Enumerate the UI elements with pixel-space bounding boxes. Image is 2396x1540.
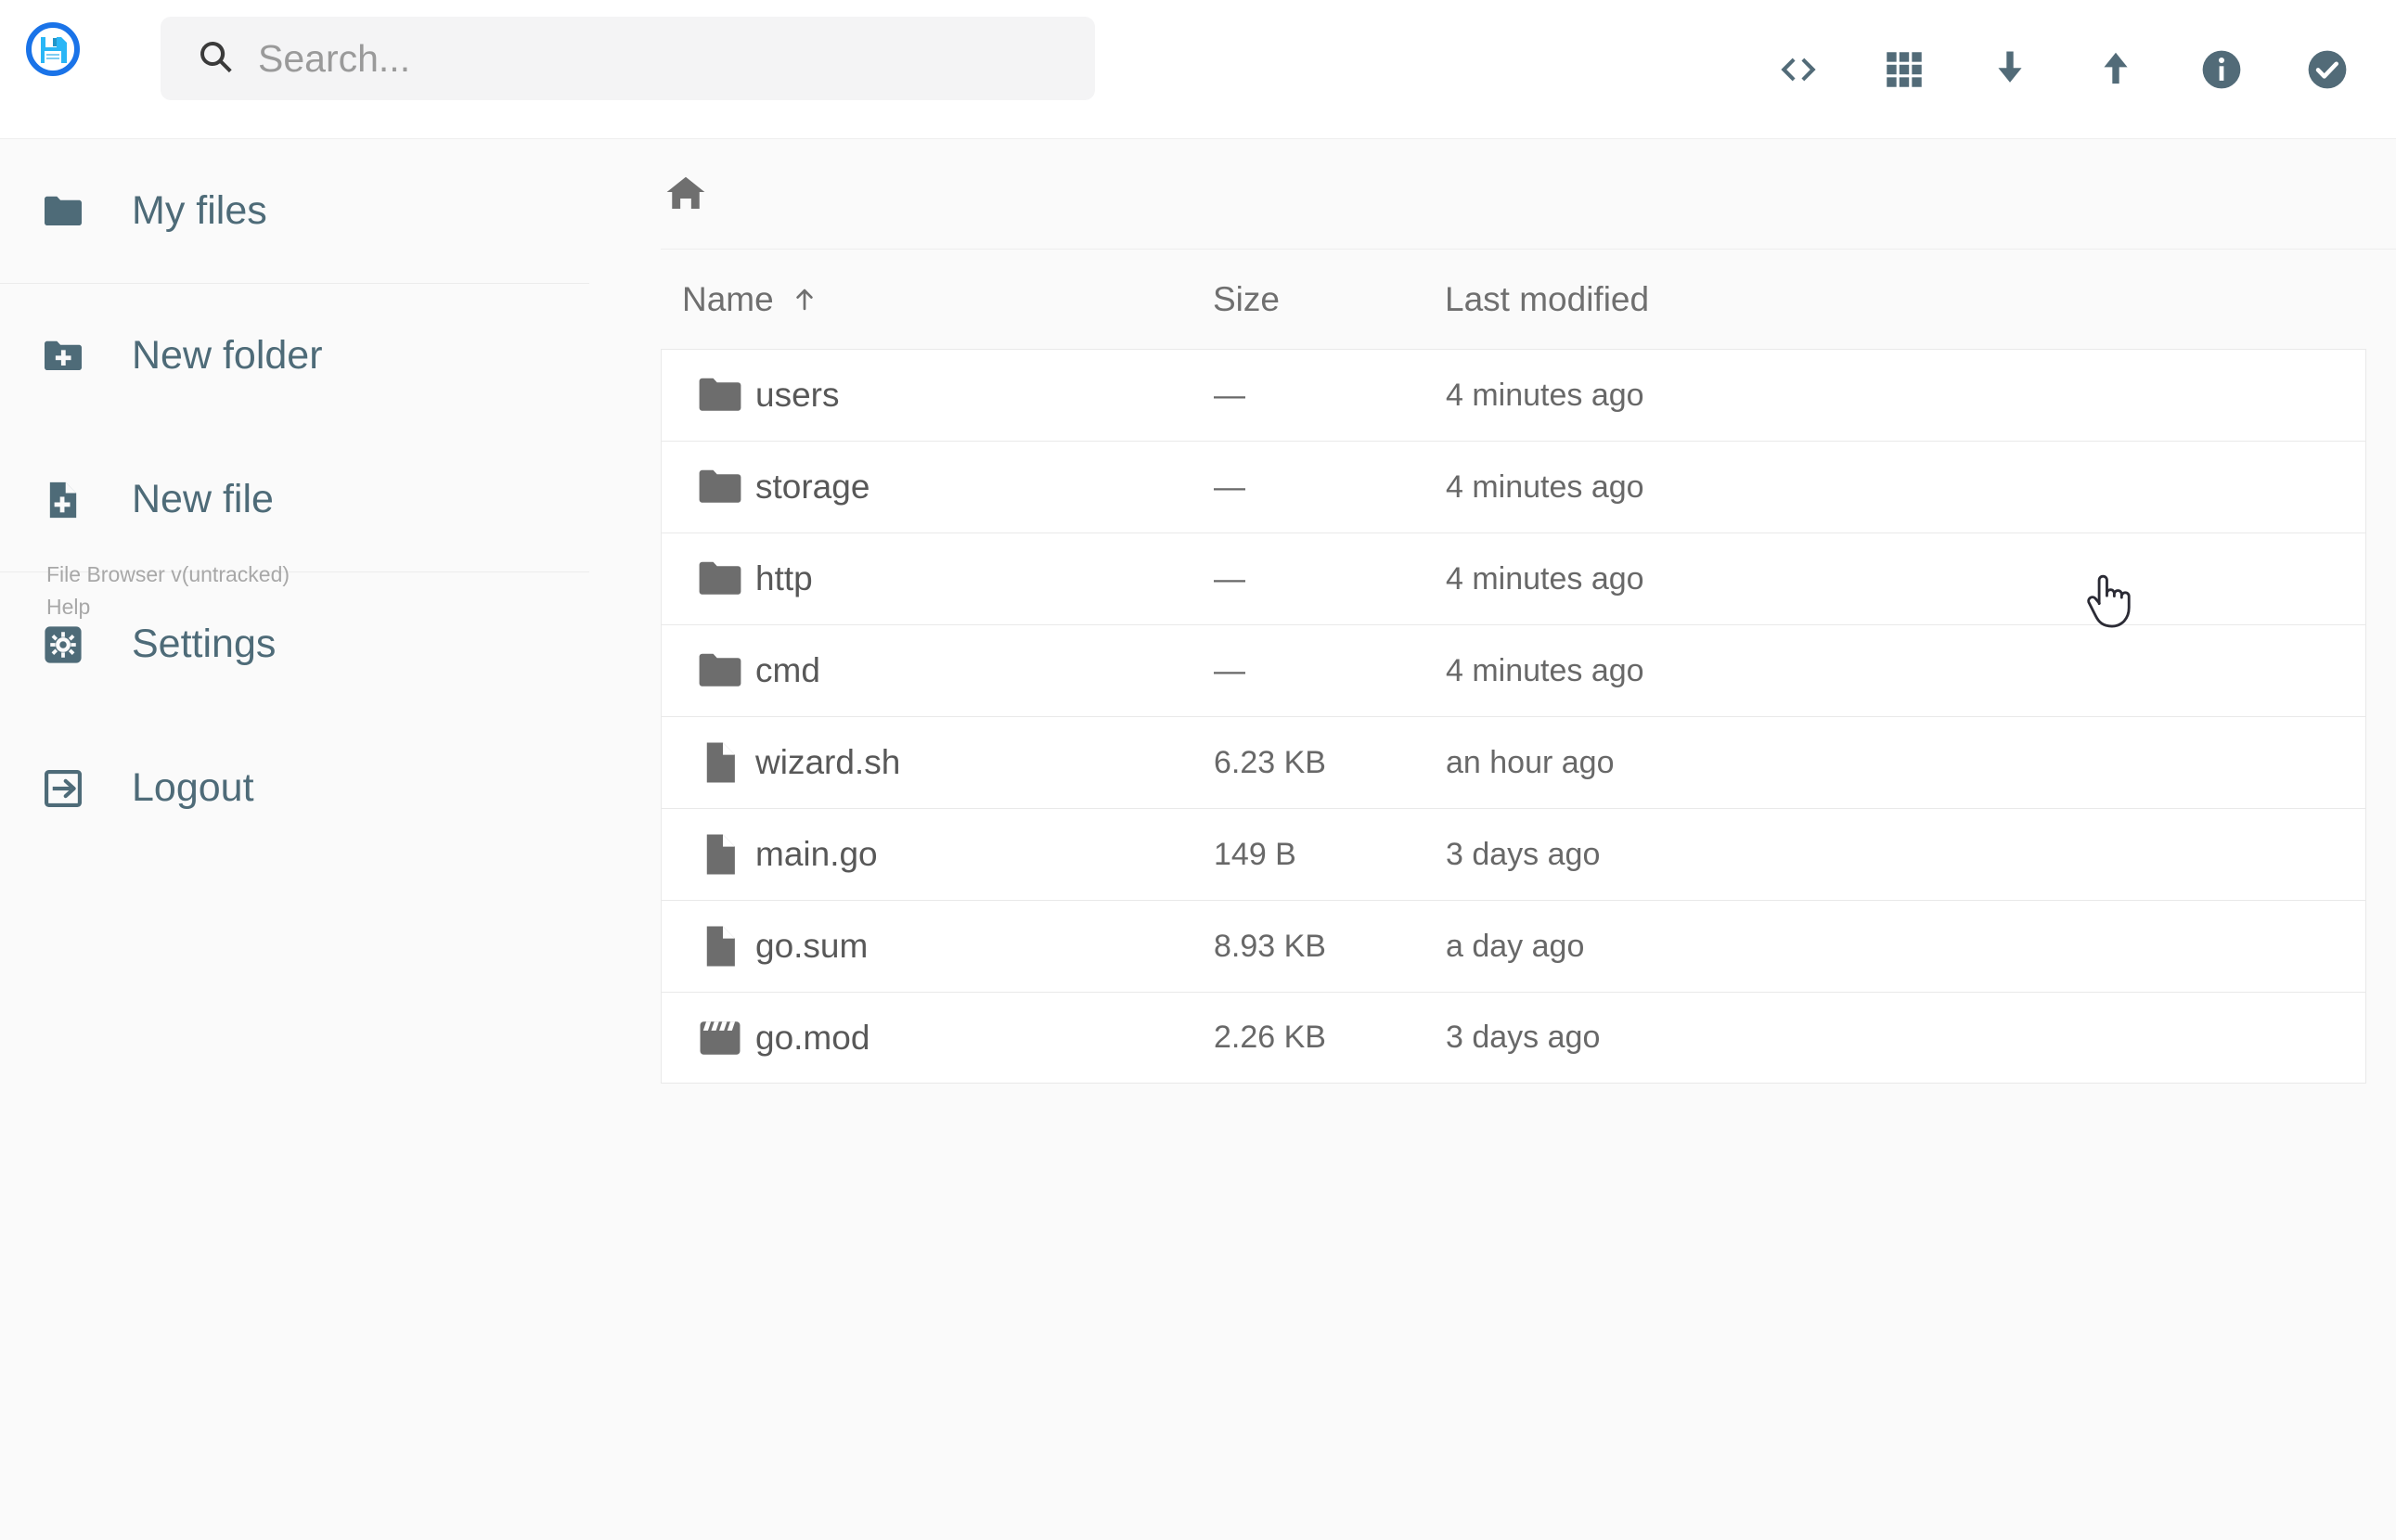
header-actions bbox=[1774, 0, 2351, 139]
movie-icon bbox=[694, 1012, 746, 1064]
sidebar-item-label: Settings bbox=[132, 622, 277, 666]
folder-icon bbox=[694, 369, 746, 421]
file-size: 8.93 KB bbox=[1214, 928, 1326, 964]
sidebar-item-label: New folder bbox=[132, 333, 323, 378]
sidebar-item-settings[interactable]: Settings bbox=[0, 572, 661, 716]
sidebar-divider bbox=[0, 283, 589, 284]
column-header-modified[interactable]: Last modified bbox=[1445, 279, 1650, 318]
folder-icon bbox=[694, 645, 746, 697]
file-modified: 4 minutes ago bbox=[1446, 377, 1644, 413]
file-name: http bbox=[755, 559, 813, 597]
sidebar-footer: File Browser v(untracked) Help bbox=[46, 558, 290, 623]
sidebar-item-new-file[interactable]: New file bbox=[0, 428, 661, 571]
upload-icon[interactable] bbox=[2092, 45, 2140, 94]
search-icon bbox=[200, 41, 232, 73]
grid-view-icon[interactable] bbox=[1880, 45, 1928, 94]
sidebar-item-my-files[interactable]: My files bbox=[0, 139, 661, 283]
folder-plus-icon bbox=[40, 333, 86, 379]
file-listing: users — 4 minutes ago storage — 4 minutes ago… bbox=[661, 349, 2396, 1084]
sidebar-item-label: Logout bbox=[132, 765, 254, 810]
file-modified: 4 minutes ago bbox=[1446, 560, 1644, 597]
arrow-up-icon bbox=[795, 289, 813, 310]
sidebar: My files New folder bbox=[0, 139, 661, 1540]
file-icon bbox=[694, 828, 746, 880]
floppy-disk-logo bbox=[26, 22, 80, 76]
table-row[interactable]: go.sum 8.93 KB a day ago bbox=[661, 900, 2366, 992]
file-name: main.go bbox=[755, 835, 878, 873]
table-row[interactable]: go.mod 2.26 KB 3 days ago bbox=[661, 992, 2366, 1084]
sidebar-group-create: New folder New file bbox=[0, 284, 661, 571]
file-modified: 3 days ago bbox=[1446, 1020, 1601, 1055]
listing-header: Name Size Last modified bbox=[661, 249, 2396, 349]
folder-icon bbox=[694, 553, 746, 605]
app-header bbox=[0, 0, 2396, 139]
file-name: cmd bbox=[755, 651, 820, 689]
table-row[interactable]: users — 4 minutes ago bbox=[661, 349, 2366, 441]
table-row[interactable]: cmd — 4 minutes ago bbox=[661, 624, 2366, 716]
help-link[interactable]: Help bbox=[46, 595, 91, 619]
code-icon[interactable] bbox=[1774, 45, 1823, 94]
sidebar-item-label: New file bbox=[132, 477, 274, 521]
app-logo[interactable] bbox=[24, 20, 82, 78]
table-row[interactable]: http — 4 minutes ago bbox=[661, 533, 2366, 624]
file-modified: 3 days ago bbox=[1446, 836, 1601, 872]
file-plus-icon bbox=[40, 477, 86, 523]
gear-icon bbox=[40, 622, 86, 668]
app-version: File Browser v(untracked) bbox=[46, 562, 290, 586]
file-modified: a day ago bbox=[1446, 928, 1585, 964]
file-size: 149 B bbox=[1214, 836, 1296, 872]
file-size: — bbox=[1214, 377, 1245, 413]
table-row[interactable]: wizard.sh 6.23 KB an hour ago bbox=[661, 716, 2366, 808]
file-size: 6.23 KB bbox=[1214, 744, 1326, 780]
file-icon bbox=[694, 920, 746, 972]
download-icon[interactable] bbox=[1986, 45, 2034, 94]
file-size: 2.26 KB bbox=[1214, 1020, 1326, 1055]
sidebar-group-primary: My files bbox=[0, 139, 661, 283]
main-content: Name Size Last modified users — 4 minutes … bbox=[661, 139, 2396, 1540]
folder-icon bbox=[40, 188, 86, 235]
select-all-icon[interactable] bbox=[2303, 45, 2351, 94]
file-name: wizard.sh bbox=[755, 743, 901, 781]
column-header-size[interactable]: Size bbox=[1213, 279, 1280, 318]
table-row[interactable]: main.go 149 B 3 days ago bbox=[661, 808, 2366, 900]
search-input[interactable] bbox=[258, 31, 1000, 86]
file-modified: 4 minutes ago bbox=[1446, 468, 1644, 505]
search-bar[interactable] bbox=[161, 17, 1095, 100]
folder-icon bbox=[694, 461, 746, 513]
info-icon[interactable] bbox=[2197, 45, 2246, 94]
file-size: — bbox=[1214, 652, 1245, 688]
sidebar-group-account: Settings Logout bbox=[0, 572, 661, 860]
column-header-name[interactable]: Name bbox=[682, 280, 820, 319]
file-size: — bbox=[1214, 468, 1245, 505]
file-name: go.sum bbox=[755, 927, 869, 965]
file-modified: 4 minutes ago bbox=[1446, 652, 1644, 688]
file-size: — bbox=[1214, 560, 1245, 597]
home-icon[interactable] bbox=[662, 170, 710, 218]
file-name: storage bbox=[755, 468, 870, 506]
breadcrumb bbox=[661, 139, 2396, 249]
file-modified: an hour ago bbox=[1446, 744, 1615, 780]
file-name: users bbox=[755, 376, 840, 414]
logout-icon bbox=[40, 765, 86, 812]
sidebar-divider bbox=[0, 571, 589, 572]
sidebar-item-new-folder[interactable]: New folder bbox=[0, 284, 661, 428]
sidebar-item-label: My files bbox=[132, 188, 267, 233]
table-row[interactable]: storage — 4 minutes ago bbox=[661, 441, 2366, 533]
sidebar-item-logout[interactable]: Logout bbox=[0, 716, 661, 860]
column-header-name-label: Name bbox=[682, 279, 774, 318]
file-name: go.mod bbox=[755, 1018, 870, 1057]
file-icon bbox=[694, 737, 746, 789]
